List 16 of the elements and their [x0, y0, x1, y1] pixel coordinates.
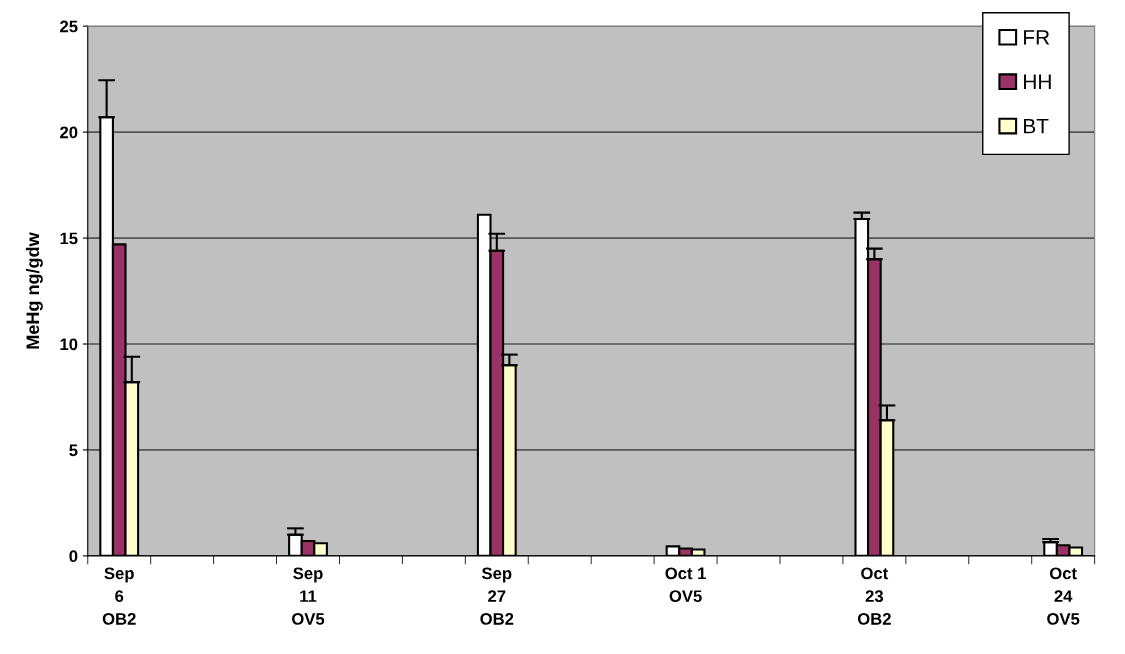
x-tick-label: Sep 11 OV5 [292, 567, 325, 625]
x-tick-label: Oct 1 OV5 [665, 567, 706, 603]
y-axis-title: MeHg ng/gdw [25, 232, 43, 349]
legend-label: HH [1024, 74, 1051, 89]
y-tick-label: 0 [69, 550, 78, 563]
y-tick-label: 25 [60, 20, 78, 33]
y-tick-label: 10 [60, 338, 78, 351]
x-tick-label: Sep 27 OB2 [480, 567, 514, 625]
x-tick-label: Oct 23 OB2 [857, 567, 891, 625]
x-tick-label: Sep 6 OB2 [102, 567, 136, 625]
y-tick-label: 20 [60, 126, 78, 139]
legend-label: FR [1024, 30, 1050, 45]
x-tick-label: Oct 24 OV5 [1047, 567, 1080, 625]
legend-label: BT [1024, 119, 1049, 134]
y-tick-label: 15 [60, 232, 78, 245]
y-tick-label: 5 [69, 444, 78, 457]
